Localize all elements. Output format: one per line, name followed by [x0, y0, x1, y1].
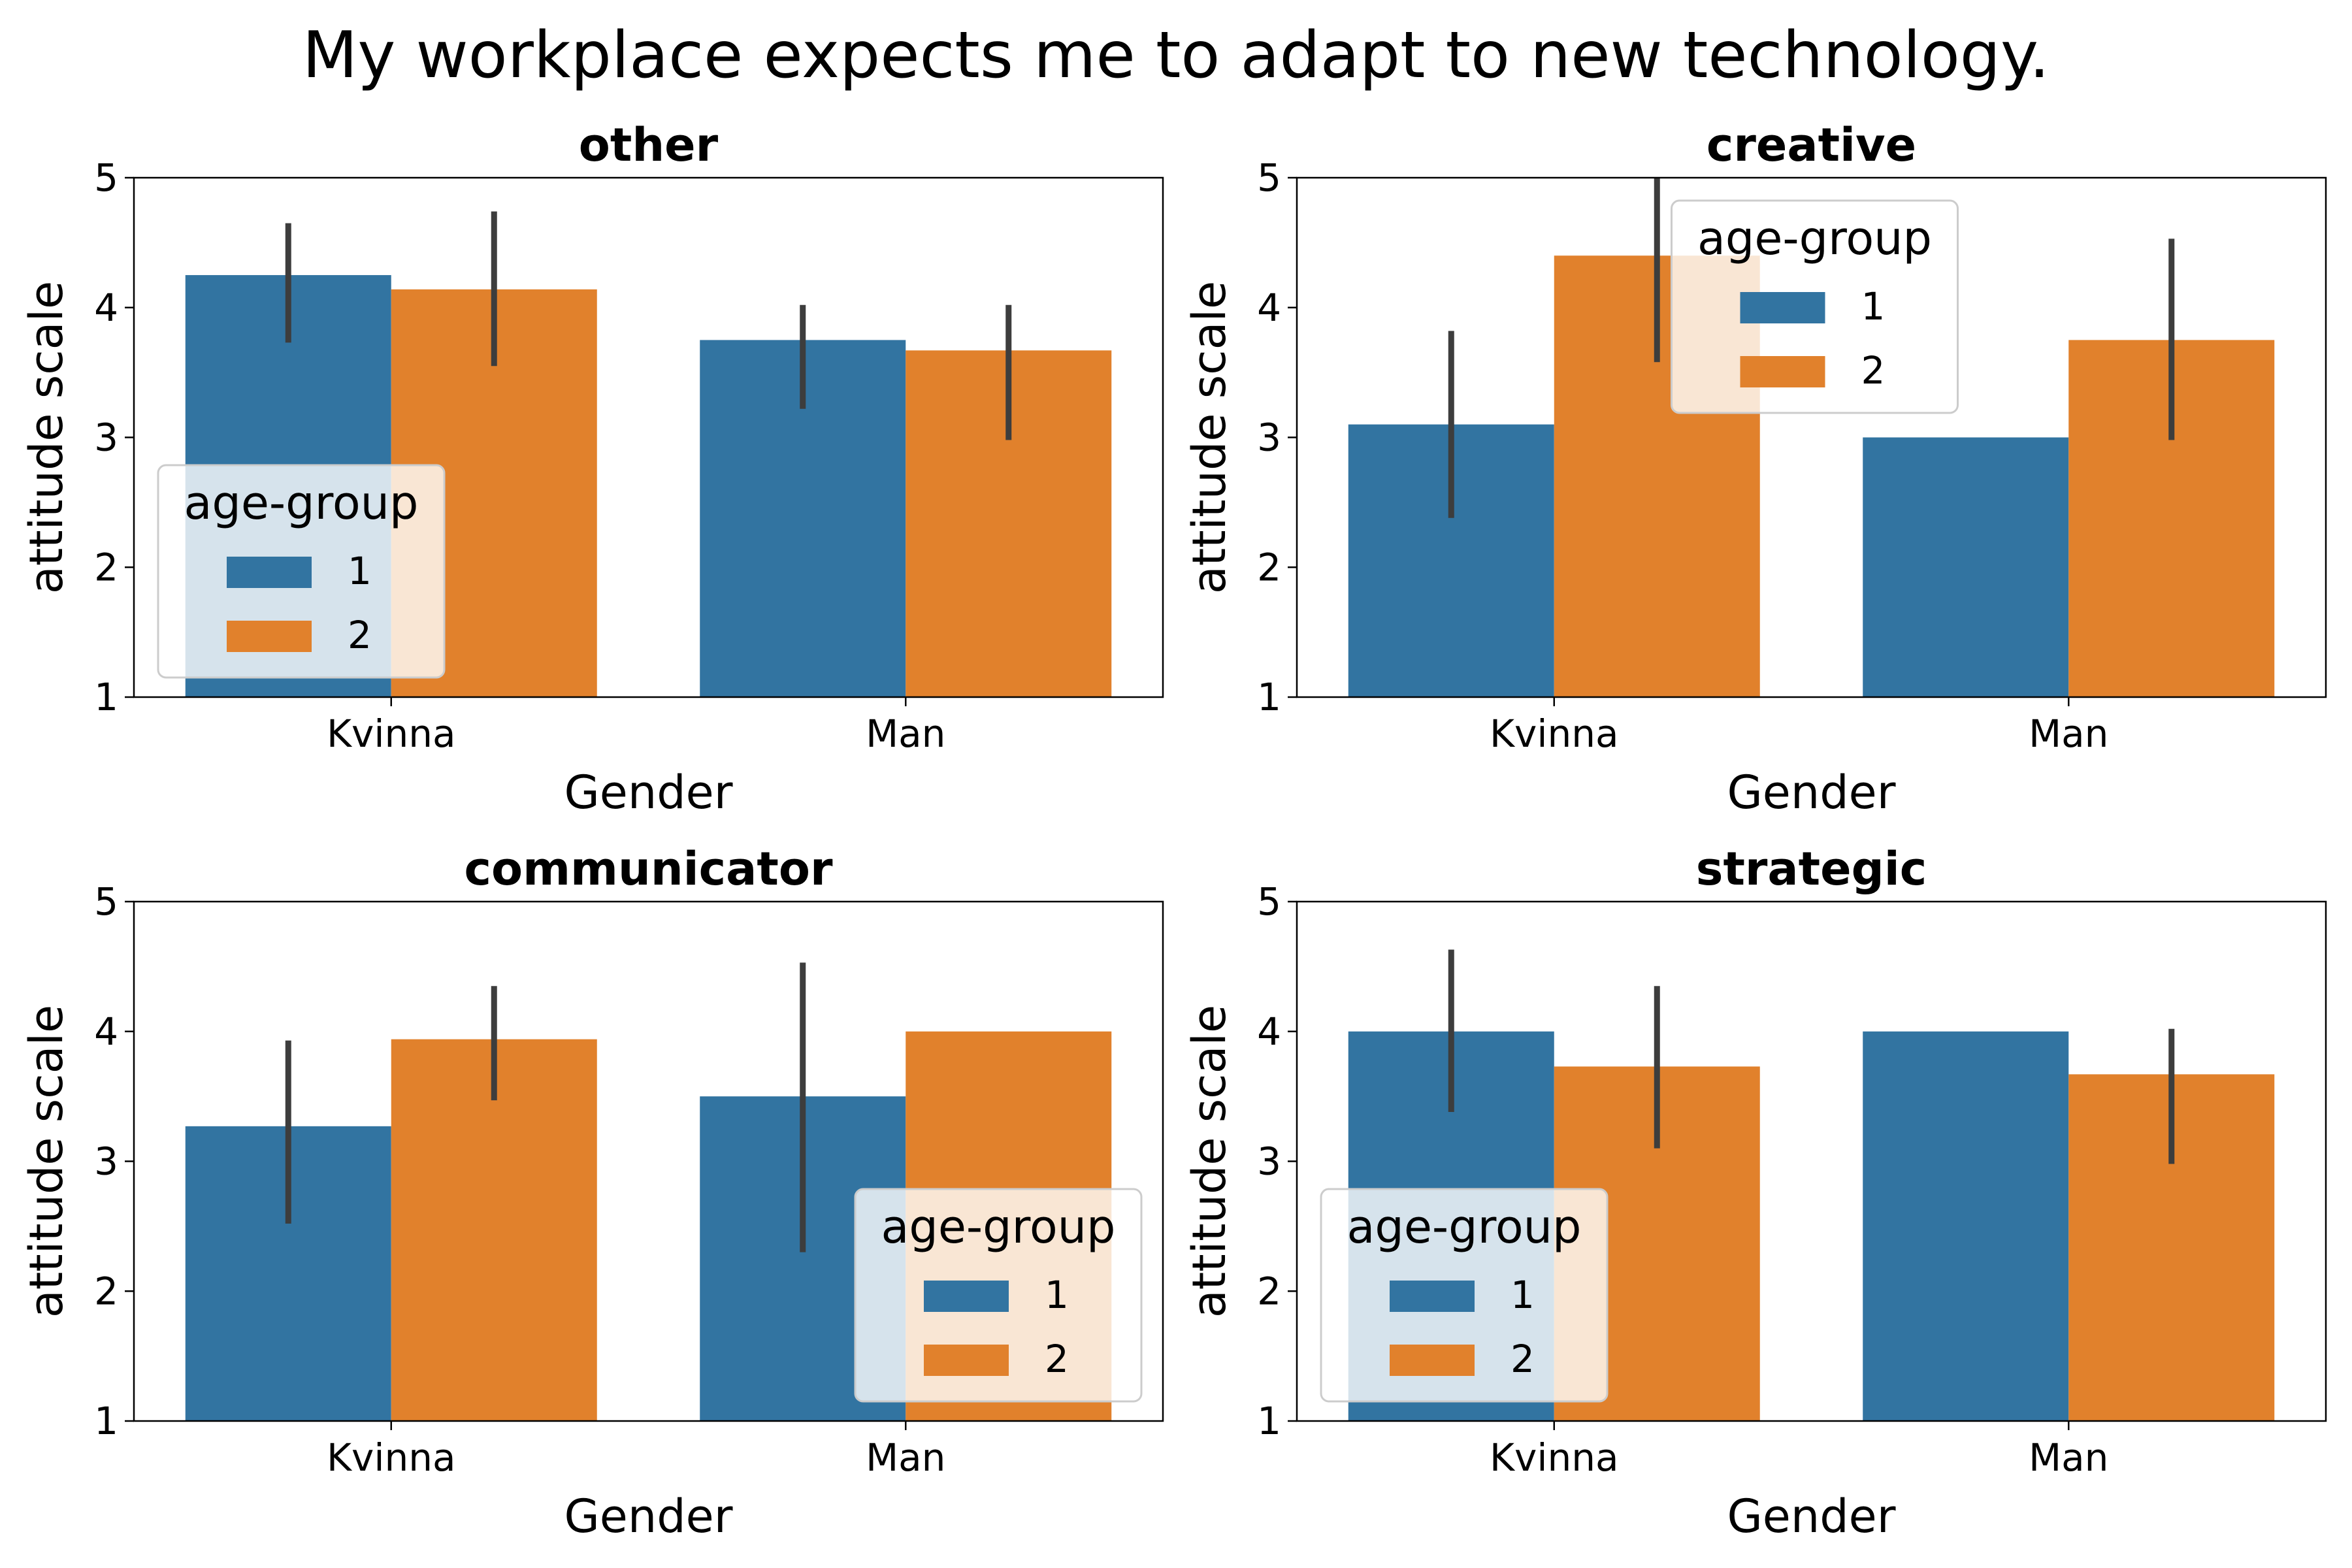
figure-suptitle: My workplace expects me to adapt to new … [302, 18, 2050, 93]
legend-label: 2 [1511, 1337, 1535, 1381]
legend-label: 2 [1861, 348, 1886, 393]
y-tick-label: 3 [1257, 1139, 1281, 1184]
legend-swatch-group-2 [1740, 356, 1825, 387]
subplot-title: creative [1707, 118, 1916, 172]
y-tick-label: 3 [94, 1139, 118, 1184]
y-tick-label: 4 [1257, 1009, 1281, 1054]
legend-label: 1 [348, 549, 372, 593]
subplot-title: other [579, 118, 719, 172]
y-axis-label: attitude scale [20, 1005, 73, 1318]
x-tick-label: Man [866, 711, 945, 756]
y-tick-label: 1 [1257, 675, 1281, 719]
legend-label: 2 [1045, 1337, 1069, 1381]
x-tick-label: Man [2029, 1435, 2108, 1480]
bar-man-group-1 [1863, 1031, 2069, 1421]
x-tick-label: Man [2029, 711, 2108, 756]
legend-title: age-group [1697, 212, 1932, 265]
y-tick-label: 3 [94, 416, 118, 460]
x-axis-label: Gender [564, 1490, 733, 1543]
subplot-grid: 1 2 3 4 5 Kvinna Man other Gender attitude scale a… [20, 118, 2327, 1543]
legend-label: 1 [1511, 1273, 1535, 1317]
y-tick-label: 1 [1257, 1399, 1281, 1443]
x-tick-label: Kvinna [327, 1435, 456, 1480]
y-tick-label: 2 [1257, 1269, 1281, 1313]
y-tick-label: 5 [94, 155, 118, 200]
legend-swatch-group-1 [1390, 1281, 1475, 1312]
x-axis-label: Gender [564, 766, 733, 819]
y-tick-label: 4 [94, 1009, 118, 1054]
legend-swatch-group-2 [1390, 1345, 1475, 1376]
x-tick-label: Kvinna [1490, 1435, 1619, 1480]
x-axis-label: Gender [1727, 766, 1896, 819]
subplot-title: strategic [1696, 842, 1927, 896]
legend: age-group 1 2 [1320, 1188, 1609, 1403]
x-tick-label: Kvinna [1490, 711, 1619, 756]
legend-title: age-group [881, 1200, 1116, 1254]
subplot-title: communicator [465, 842, 833, 896]
bar-kvinna-group-2 [391, 1039, 597, 1421]
y-tick-label: 5 [1257, 155, 1281, 200]
legend-swatch-group-1 [1740, 292, 1825, 323]
y-tick-label: 2 [94, 545, 118, 589]
legend-swatch-group-2 [227, 621, 312, 652]
x-tick-label: Kvinna [327, 711, 456, 756]
subplot-other: 1 2 3 4 5 Kvinna Man other Gender attitude scale a… [20, 118, 1164, 819]
y-tick-label: 5 [1257, 879, 1281, 924]
subplot-creative: 1 2 3 4 5 Kvinna Man creative Gender attitude sca… [1183, 118, 2327, 819]
legend-label: 1 [1045, 1273, 1069, 1317]
y-tick-label: 3 [1257, 416, 1281, 460]
x-axis-label: Gender [1727, 1490, 1896, 1543]
legend-swatch-group-1 [924, 1281, 1009, 1312]
y-axis-label: attitude scale [1183, 1005, 1236, 1318]
x-tick-label: Man [866, 1435, 945, 1480]
y-tick-label: 2 [1257, 545, 1281, 589]
legend: age-group 1 2 [157, 464, 446, 679]
legend-label: 2 [348, 613, 372, 657]
y-tick-label: 1 [94, 1399, 118, 1443]
y-tick-label: 4 [1257, 286, 1281, 330]
bar-man-group-1 [1863, 437, 2069, 697]
y-tick-label: 2 [94, 1269, 118, 1313]
legend: age-group 1 2 [1671, 199, 1959, 414]
y-axis-label: attitude scale [1183, 281, 1236, 594]
legend: age-group 1 2 [854, 1188, 1143, 1403]
y-tick-label: 1 [94, 675, 118, 719]
y-tick-label: 5 [94, 879, 118, 924]
legend-label: 1 [1861, 284, 1886, 329]
legend-swatch-group-2 [924, 1345, 1009, 1376]
legend-swatch-group-1 [227, 557, 312, 588]
legend-title: age-group [184, 476, 419, 530]
y-axis-label: attitude scale [20, 281, 73, 594]
legend-title: age-group [1347, 1200, 1582, 1254]
y-tick-label: 4 [94, 286, 118, 330]
subplot-strategic: 1 2 3 4 5 Kvinna Man strategic Gender attitude sc… [1183, 842, 2327, 1543]
subplot-communicator: 1 2 3 4 5 Kvinna Man communicator Gender attitude… [20, 842, 1164, 1543]
